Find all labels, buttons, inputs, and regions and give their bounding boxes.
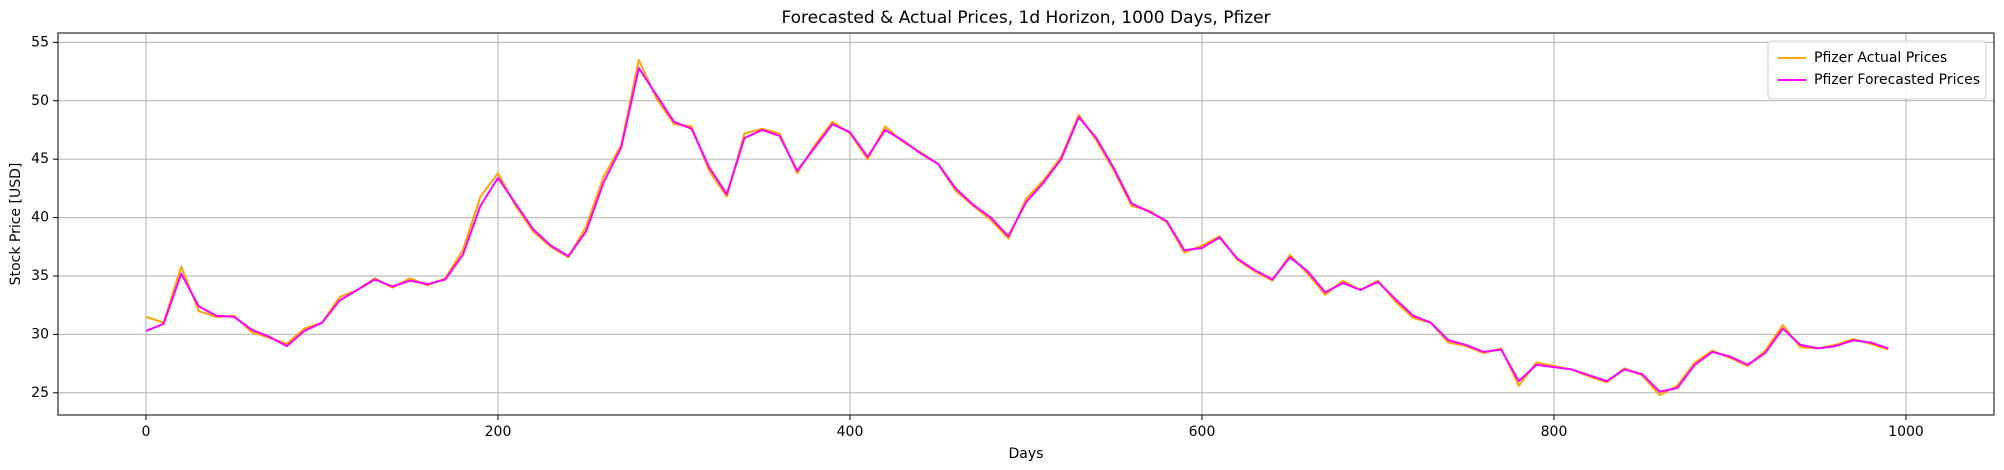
y-tick-label: 45 xyxy=(31,151,49,167)
x-tick-label: 200 xyxy=(485,424,512,440)
y-axis-label: Stock Price [USD] xyxy=(8,163,24,286)
legend-label: Pfizer Forecasted Prices xyxy=(1814,72,1980,88)
x-axis-label: Days xyxy=(1009,446,1044,462)
y-tick-label: 35 xyxy=(31,268,49,284)
y-tick-label: 50 xyxy=(31,93,49,109)
legend-label: Pfizer Actual Prices xyxy=(1814,50,1947,66)
y-tick-label: 55 xyxy=(31,34,49,50)
x-tick-label: 0 xyxy=(142,424,151,440)
chart-title: Forecasted & Actual Prices, 1d Horizon, … xyxy=(781,8,1270,28)
x-tick-label: 1000 xyxy=(1888,424,1924,440)
plot-frame xyxy=(57,32,1995,416)
y-tick-label: 40 xyxy=(31,210,49,226)
y-tick-label: 30 xyxy=(31,326,49,342)
x-tick-label: 400 xyxy=(837,424,864,440)
x-tick-label: 600 xyxy=(1189,424,1216,440)
x-tick-label: 800 xyxy=(1541,424,1568,440)
y-tick-label: 25 xyxy=(31,385,49,401)
series-line xyxy=(145,58,1889,397)
legend-box xyxy=(1767,40,1987,100)
series-line xyxy=(145,67,1889,393)
